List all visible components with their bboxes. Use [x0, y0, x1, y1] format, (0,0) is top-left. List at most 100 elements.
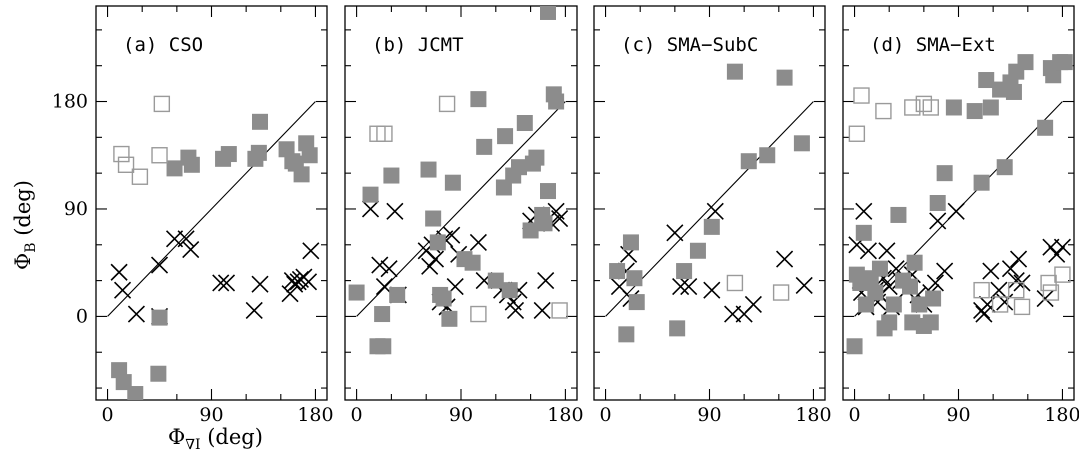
filled-square-point: [389, 286, 406, 303]
panel-frame: [95, 5, 328, 401]
x-tick-label: 180: [795, 404, 831, 426]
filled-square-point: [871, 260, 888, 277]
cross-point: [150, 256, 169, 274]
cross-point: [795, 276, 813, 294]
cross-point: [443, 226, 461, 244]
cross-point: [1036, 289, 1054, 308]
open-square-point: [113, 145, 130, 163]
filled-square-point: [911, 296, 928, 313]
cross-point: [1048, 245, 1066, 263]
filled-square-point: [470, 91, 487, 108]
open-square-point: [1013, 298, 1031, 316]
filled-square-point: [441, 310, 458, 327]
filled-square-point: [676, 263, 693, 280]
x-tick-label: 90: [199, 404, 223, 426]
filled-square-point: [425, 210, 442, 227]
cross-point: [706, 202, 724, 220]
cross-point: [672, 278, 690, 296]
filled-square-point: [1045, 67, 1062, 84]
filled-square-point: [548, 93, 565, 110]
filled-square-point: [628, 294, 645, 311]
cross-point: [929, 212, 947, 230]
filled-square-point: [609, 263, 626, 280]
x-tick-label: 180: [547, 404, 583, 426]
filled-square-point: [464, 254, 481, 271]
filled-square-point: [793, 135, 810, 152]
filled-square-point: [540, 6, 556, 20]
filled-square-point: [867, 284, 884, 301]
y-axis-symbol: Φ: [11, 253, 35, 270]
open-square-point: [1054, 266, 1071, 283]
open-square-point: [1042, 284, 1060, 301]
open-square-point: [1008, 281, 1025, 299]
filled-square-point: [435, 290, 452, 307]
filled-square-point: [536, 215, 553, 232]
open-square-point: [376, 125, 393, 142]
x-axis-unit: (deg): [201, 425, 263, 449]
open-square-point: [153, 95, 171, 113]
filled-square-point: [429, 234, 446, 251]
panel-a: 0 90 180 0 90 180 (a) CSO: [52, 5, 334, 426]
filled-square-point: [301, 147, 318, 164]
filled-square-point: [540, 183, 556, 200]
x-tick-label: 180: [1044, 404, 1079, 426]
x-axis-symbol: Φ: [168, 425, 185, 449]
y-tick-label: 0: [76, 305, 88, 327]
filled-square-point: [945, 99, 962, 116]
filled-square-point: [375, 338, 392, 355]
filled-square-point: [996, 159, 1013, 176]
panel-d: 0 90 180 (d) SMA−Ext: [842, 5, 1079, 426]
cross-point: [1007, 272, 1025, 290]
cross-point: [212, 274, 230, 292]
open-square-point: [991, 296, 1009, 313]
open-square-point: [875, 102, 892, 120]
panel-title: (c) SMA−SubC: [621, 34, 758, 56]
panel-title: (b) JCMT: [372, 34, 464, 56]
cross-point: [1001, 260, 1020, 278]
cross-point: [421, 257, 439, 275]
cross-point: [380, 260, 398, 278]
x-tick-label: 180: [297, 404, 333, 426]
cross-point: [386, 202, 404, 220]
filled-square-point: [127, 386, 144, 400]
filled-square-point: [740, 153, 757, 170]
filled-square-point: [982, 99, 999, 116]
filled-square-point: [703, 218, 720, 235]
x-tick-label: 0: [102, 404, 114, 426]
panel-markers: [609, 63, 813, 343]
filled-square-point: [618, 326, 635, 343]
cross-point: [680, 278, 698, 296]
x-tick-label: 90: [946, 404, 970, 426]
cross-point: [947, 202, 965, 220]
panel-title: (a) CSO: [123, 34, 203, 56]
filled-square-point: [166, 160, 183, 177]
open-square-point: [151, 147, 168, 164]
cross-point: [469, 233, 487, 251]
cross-point: [251, 275, 269, 293]
filled-square-point: [150, 365, 167, 382]
one-to-one-line: [107, 101, 316, 317]
filled-square-point: [925, 290, 942, 307]
cross-point: [744, 295, 762, 314]
cross-point: [110, 263, 128, 281]
cross-point: [926, 274, 944, 292]
panel-markers: [846, 54, 1073, 355]
cross-point: [990, 281, 1008, 299]
filled-square-point: [966, 103, 983, 120]
panel-frame: [842, 5, 1075, 401]
filled-square-point: [726, 63, 743, 80]
y-tick-label: 180: [52, 91, 88, 113]
filled-square-point: [250, 144, 267, 161]
filled-square-point: [348, 284, 365, 301]
filled-square-point: [922, 314, 939, 331]
filled-square-point: [846, 338, 863, 355]
x-tick-label: 90: [697, 404, 721, 426]
cross-point: [776, 250, 794, 268]
filled-square-point: [936, 165, 953, 182]
y-axis-subscript: B: [23, 242, 39, 252]
cross-point: [426, 250, 445, 268]
filled-square-point: [487, 272, 504, 289]
filled-square-point: [476, 138, 493, 155]
panels: 0 90 180 0 90 180 (a) CSO 0 90 180 (b) JCMT 0 90 180 (…: [52, 5, 1079, 426]
cross-point: [371, 256, 389, 274]
